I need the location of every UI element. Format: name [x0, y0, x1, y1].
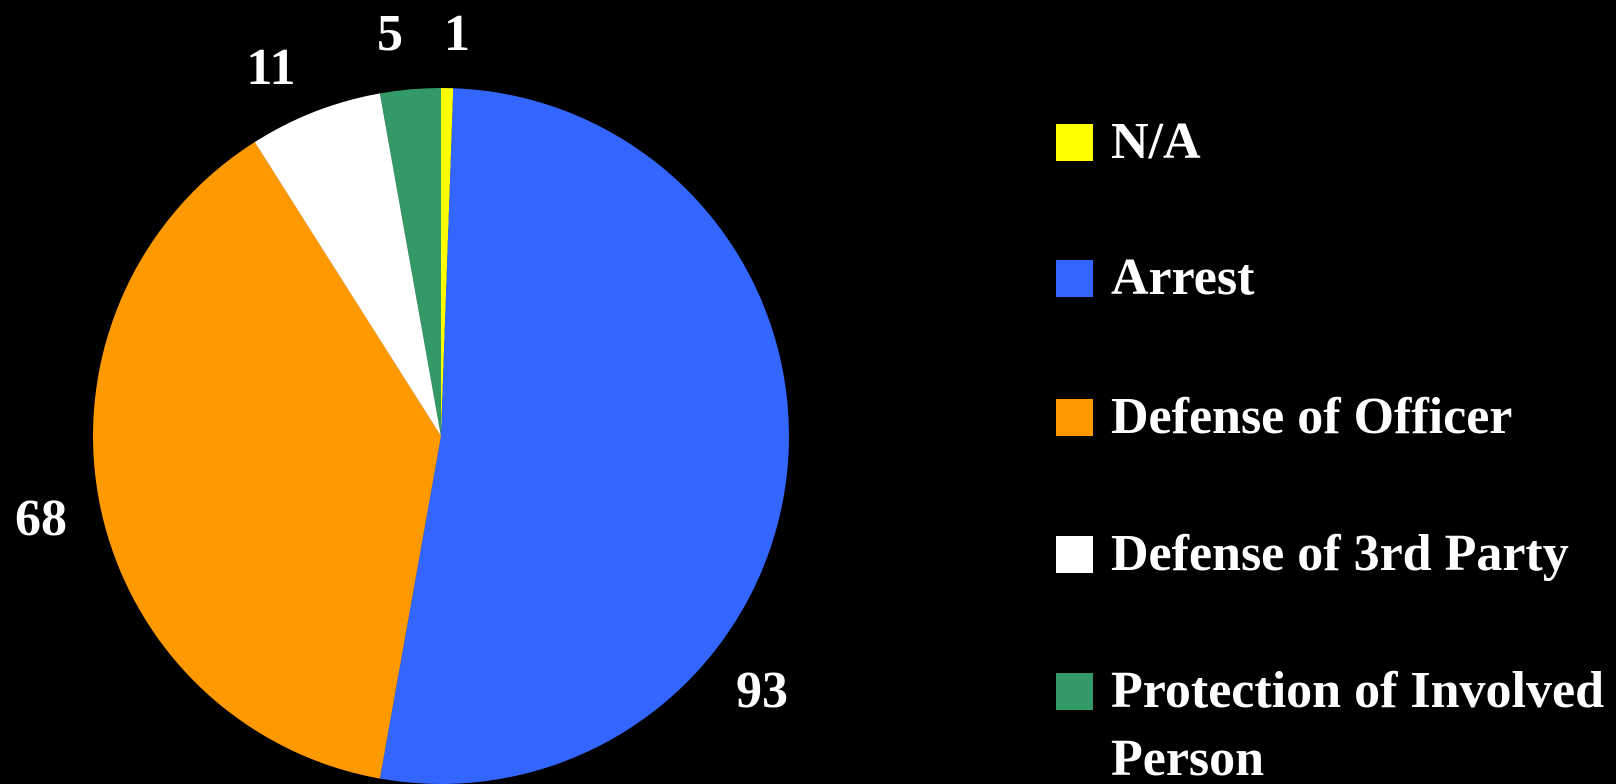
legend-swatch	[1056, 124, 1093, 161]
data-label: 1	[444, 5, 470, 62]
legend-item: Defense of Officer	[1056, 383, 1616, 451]
legend-item: N/A	[1056, 108, 1616, 176]
pie-slice	[93, 142, 441, 779]
legend-swatch	[1056, 673, 1093, 710]
data-label: 93	[736, 662, 788, 719]
legend-label: Defense of 3rd Party	[1111, 525, 1569, 582]
legend-label: Defense of Officer	[1111, 388, 1513, 445]
pie-slice	[441, 88, 454, 436]
legend-label: N/A	[1111, 113, 1201, 170]
pie-area: 1 93 68 11 5	[15, 5, 789, 784]
legend-label: Protection of Involved Person	[1111, 662, 1604, 784]
pie-slice	[379, 88, 441, 436]
data-label: 5	[377, 5, 403, 62]
pie-slice	[379, 88, 789, 784]
legend-item: Arrest	[1056, 244, 1616, 312]
legend-swatch	[1056, 260, 1093, 297]
legend-item: Defense of 3rd Party	[1056, 520, 1616, 588]
data-label: 68	[15, 490, 67, 547]
legend-swatch	[1056, 536, 1093, 573]
legend-item: Protection of Involved Person	[1056, 657, 1616, 784]
pie-slice	[254, 93, 441, 436]
legend-label: Arrest	[1111, 249, 1255, 306]
legend-swatch	[1056, 399, 1093, 436]
data-label: 11	[246, 39, 295, 96]
